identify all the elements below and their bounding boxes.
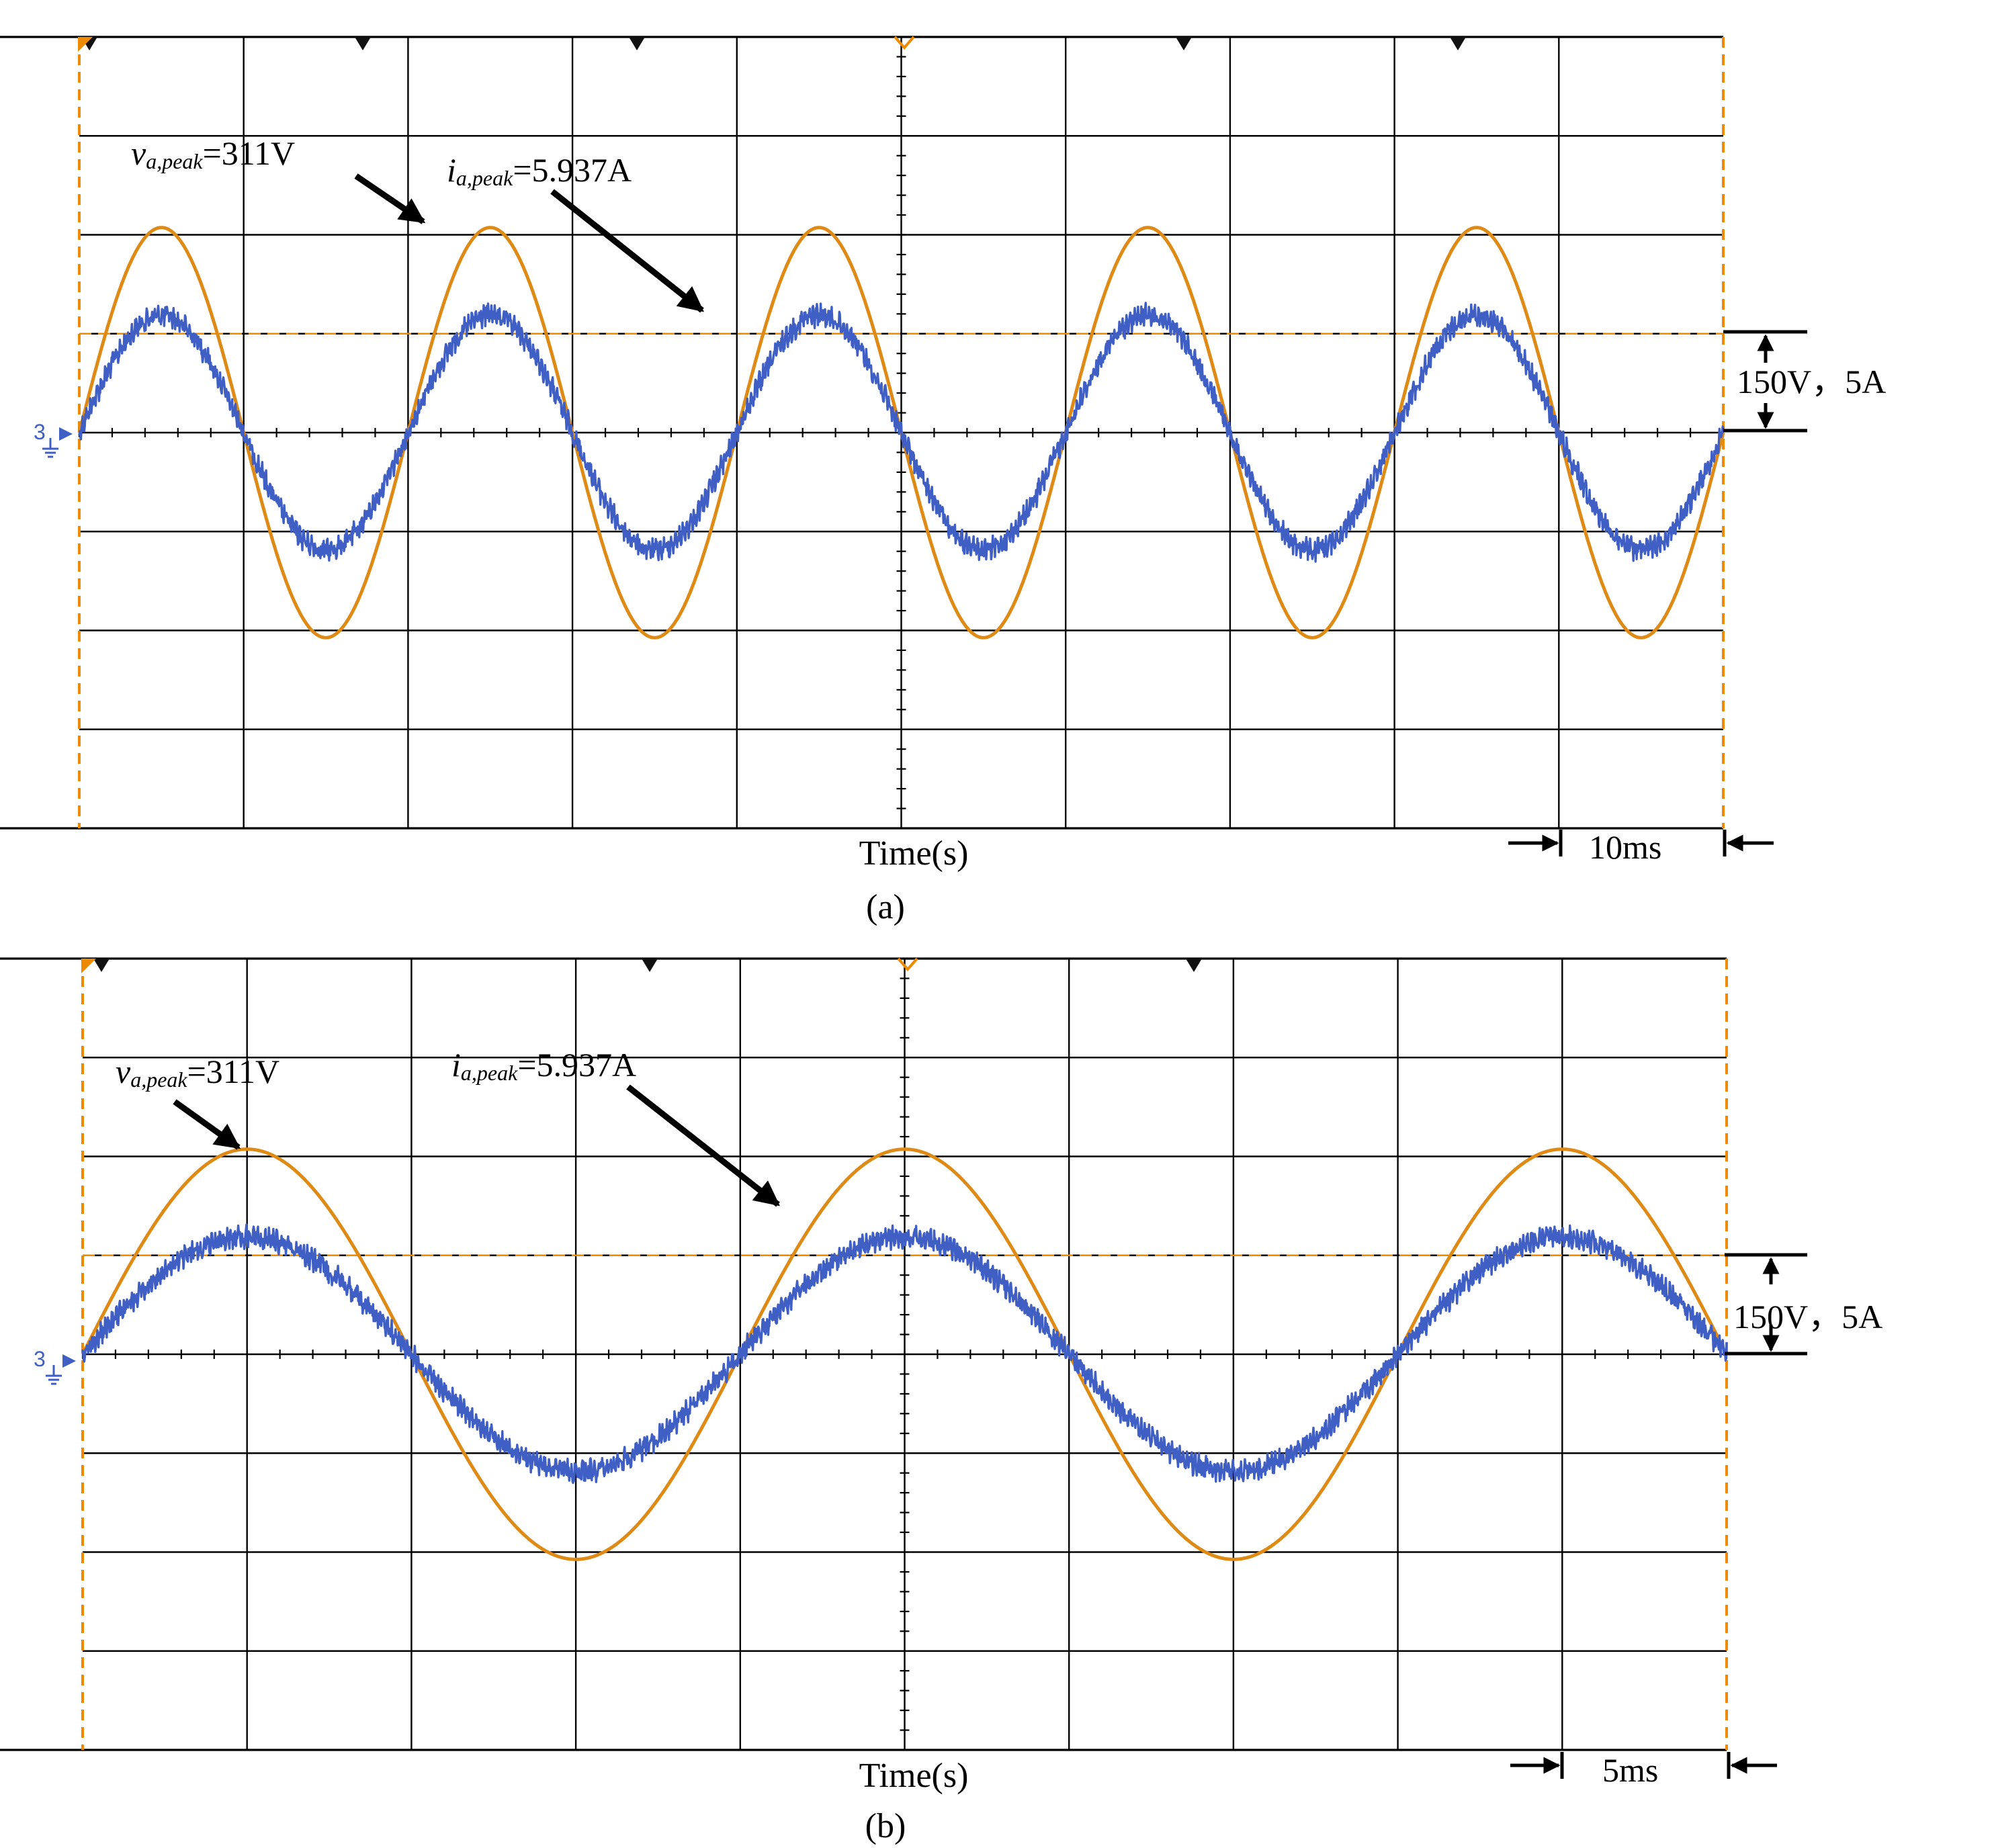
trigger-position-icon bbox=[897, 957, 918, 972]
trigger-markers-b bbox=[81, 957, 1202, 973]
triangle-down-icon bbox=[1186, 959, 1202, 972]
trigger-markers-a bbox=[78, 36, 1466, 52]
panel-caption-a: (a) bbox=[866, 888, 905, 926]
grid-b bbox=[0, 957, 1728, 1751]
panel-caption-b: (b) bbox=[865, 1807, 906, 1845]
triangle-down-icon bbox=[1450, 37, 1466, 50]
current-trace-ia bbox=[81, 1223, 1728, 1485]
triangle-down-icon bbox=[355, 37, 371, 50]
panel-a: va,peak=311V ia,peak=5.937A 150V，5A 10ms… bbox=[0, 36, 1886, 926]
trigger-position-icon bbox=[894, 36, 915, 50]
panel-b: va,peak=311V ia,peak=5.937A 150V，5A 5ms … bbox=[0, 957, 1882, 1845]
triangle-down-icon bbox=[1176, 37, 1192, 50]
i-peak-annotation-b: ia,peak=5.937A bbox=[451, 1046, 636, 1085]
v-peak-annotation-a: va,peak=311V bbox=[131, 134, 295, 173]
scale-label-a: 150V，5A bbox=[1737, 363, 1886, 400]
triangle-down-icon bbox=[93, 959, 110, 972]
traces-b bbox=[81, 1147, 1729, 1561]
i-peak-arrow-b bbox=[626, 1084, 780, 1207]
traces-a bbox=[77, 226, 1725, 640]
edge-marker-icon bbox=[78, 37, 93, 52]
ground-icon bbox=[42, 427, 73, 458]
v-peak-arrow-b bbox=[173, 1099, 241, 1150]
timebase-label-b: 5ms bbox=[1602, 1751, 1658, 1789]
x-axis-label-a: Time(s) bbox=[859, 834, 969, 873]
current-trace-ia bbox=[78, 302, 1725, 563]
scale-label-b: 150V，5A bbox=[1733, 1298, 1882, 1335]
channel-marker-a: 3 bbox=[34, 420, 46, 444]
ground-icon bbox=[46, 1354, 76, 1385]
x-axis-label-b: Time(s) bbox=[859, 1757, 969, 1795]
timebase-label-a: 10ms bbox=[1589, 828, 1661, 866]
triangle-down-icon bbox=[642, 959, 658, 972]
i-peak-annotation-a: ia,peak=5.937A bbox=[447, 151, 632, 190]
channel-marker-b: 3 bbox=[34, 1347, 46, 1371]
v-peak-annotation-b: va,peak=311V bbox=[116, 1053, 279, 1092]
v-peak-arrow-a bbox=[354, 173, 426, 224]
voltage-trace-va bbox=[81, 1147, 1729, 1561]
triangle-down-icon bbox=[629, 37, 645, 50]
edge-marker-icon bbox=[81, 959, 96, 973]
i-peak-arrow-a bbox=[550, 189, 704, 313]
